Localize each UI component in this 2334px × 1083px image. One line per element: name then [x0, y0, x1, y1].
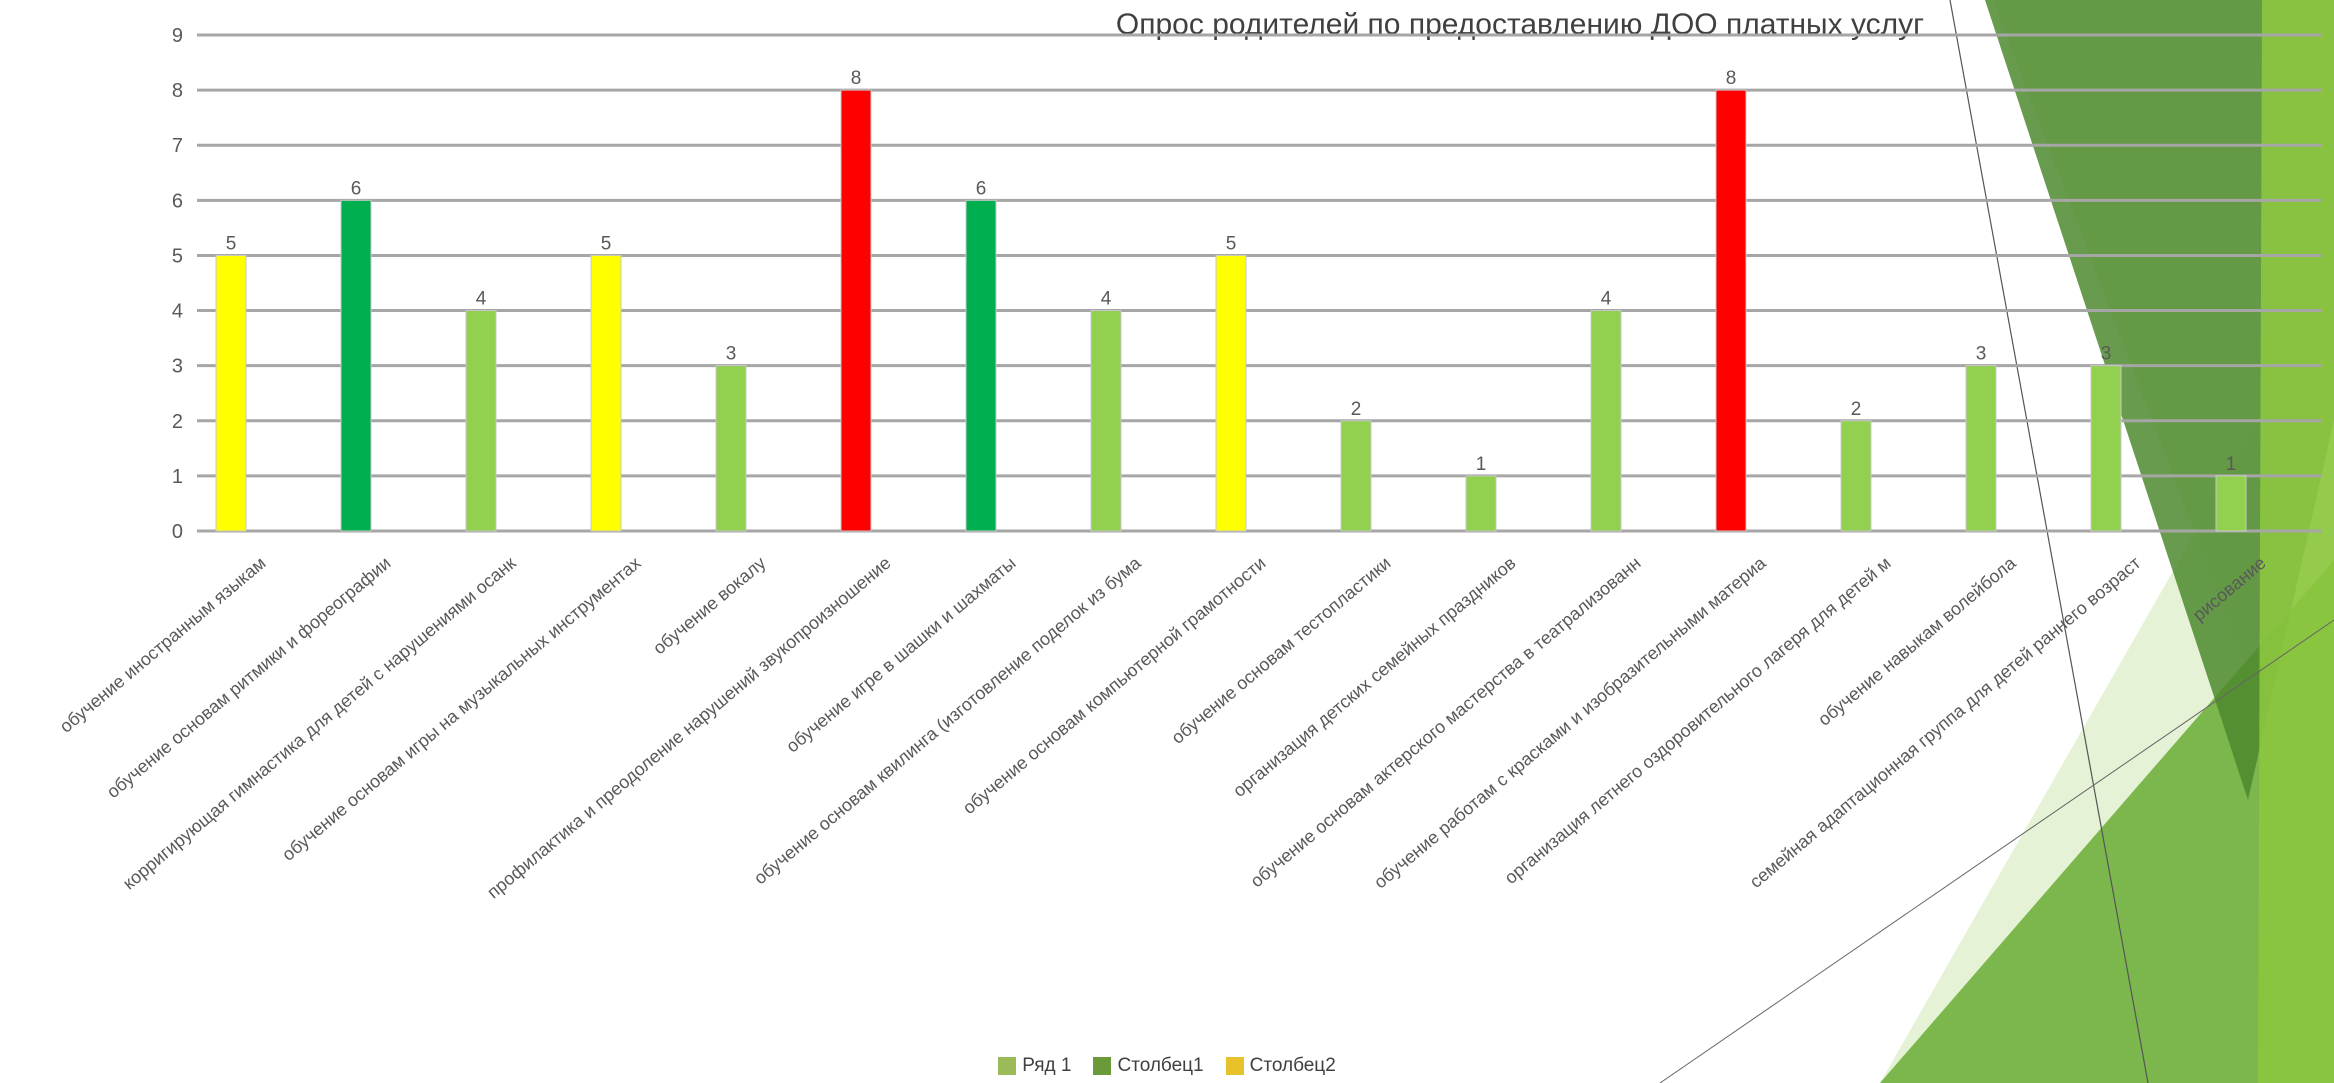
- data-label: 5: [1226, 233, 1237, 254]
- bar: [1340, 420, 1372, 532]
- bar: [465, 310, 497, 532]
- legend: Ряд 1 Столбец1 Столбец2: [0, 1055, 2334, 1077]
- data-label: 8: [851, 68, 862, 89]
- bar: [215, 254, 247, 532]
- legend-label-series-3: Столбец2: [1249, 1055, 1336, 1076]
- data-label: 1: [1476, 454, 1487, 475]
- data-label: 6: [976, 178, 987, 199]
- legend-item-series-2: Столбец1: [1093, 1055, 1204, 1077]
- grid: [197, 33, 2322, 533]
- data-label: 3: [1976, 344, 1987, 365]
- data-label: 2: [1851, 399, 1862, 420]
- data-label: 4: [1601, 289, 1612, 310]
- bar: [1215, 254, 1247, 532]
- data-label: 5: [226, 233, 237, 254]
- x-tick-label: организация детских семейных праздников: [1229, 553, 1519, 801]
- data-label: 4: [476, 289, 487, 310]
- x-tick-label: профилактика и преодоление нарушений зву…: [483, 553, 894, 903]
- deco-line-2: [1659, 619, 2334, 1083]
- legend-swatch-series-3: [1225, 1057, 1244, 1075]
- bar: [1090, 310, 1122, 532]
- bar: [1465, 475, 1497, 532]
- y-tick-label: 4: [172, 301, 183, 323]
- bar: [715, 365, 747, 532]
- legend-swatch-series-1: [998, 1057, 1017, 1075]
- y-tick-label: 3: [172, 356, 183, 378]
- bars: [215, 89, 2247, 532]
- x-tick-label: обучение игре в шашки и шахматы: [782, 553, 1019, 757]
- legend-item-series-3: Столбец2: [1225, 1055, 1336, 1077]
- x-tick-label: обучение иностранным языкам: [56, 553, 270, 737]
- legend-item-series-1: Ряд 1: [998, 1055, 1071, 1077]
- bar: [965, 199, 997, 532]
- legend-label-series-1: Ряд 1: [1022, 1055, 1072, 1076]
- bar: [1590, 310, 1622, 532]
- bar: [2090, 365, 2122, 532]
- x-tick-label: обучение основам тестопластики: [1168, 553, 1395, 748]
- data-label: 1: [2226, 454, 2237, 475]
- bar: [590, 254, 622, 532]
- bar: [1715, 89, 1747, 532]
- bar: [1965, 365, 1997, 532]
- x-tick-label: обучение навыкам волейбола: [1814, 552, 2020, 730]
- x-tick-label: обучение вокалу: [649, 553, 769, 659]
- data-label: 4: [1101, 289, 1112, 310]
- x-tick-label: обучение основам ритмики и фореографии: [103, 553, 395, 802]
- data-label: 2: [1351, 399, 1362, 420]
- legend-label-series-2: Столбец1: [1117, 1055, 1204, 1076]
- y-tick-label: 9: [172, 25, 183, 47]
- bar: [340, 199, 372, 532]
- bar: [840, 89, 872, 532]
- deco-bright-strip: [2258, 0, 2334, 1083]
- deco-line-1: [1949, 0, 2149, 1083]
- y-tick-label: 2: [172, 411, 183, 433]
- bar: [1840, 420, 1872, 532]
- data-label: 5: [601, 233, 612, 254]
- data-label: 6: [351, 178, 362, 199]
- bar: [2215, 475, 2247, 532]
- y-tick-label: 6: [172, 190, 183, 212]
- data-label: 8: [1726, 68, 1737, 89]
- legend-swatch-series-2: [1093, 1057, 1112, 1075]
- data-label: 3: [2101, 344, 2112, 365]
- x-tick-label: рисование: [2189, 553, 2270, 625]
- y-axis: 0 1 2 3 4 5 6 7 8 9: [172, 25, 183, 543]
- y-tick-label: 1: [172, 466, 183, 488]
- y-tick-label: 7: [172, 135, 183, 157]
- data-label: 3: [726, 344, 737, 365]
- y-tick-label: 8: [172, 80, 183, 102]
- y-tick-label: 0: [172, 521, 183, 543]
- y-tick-label: 5: [172, 245, 183, 267]
